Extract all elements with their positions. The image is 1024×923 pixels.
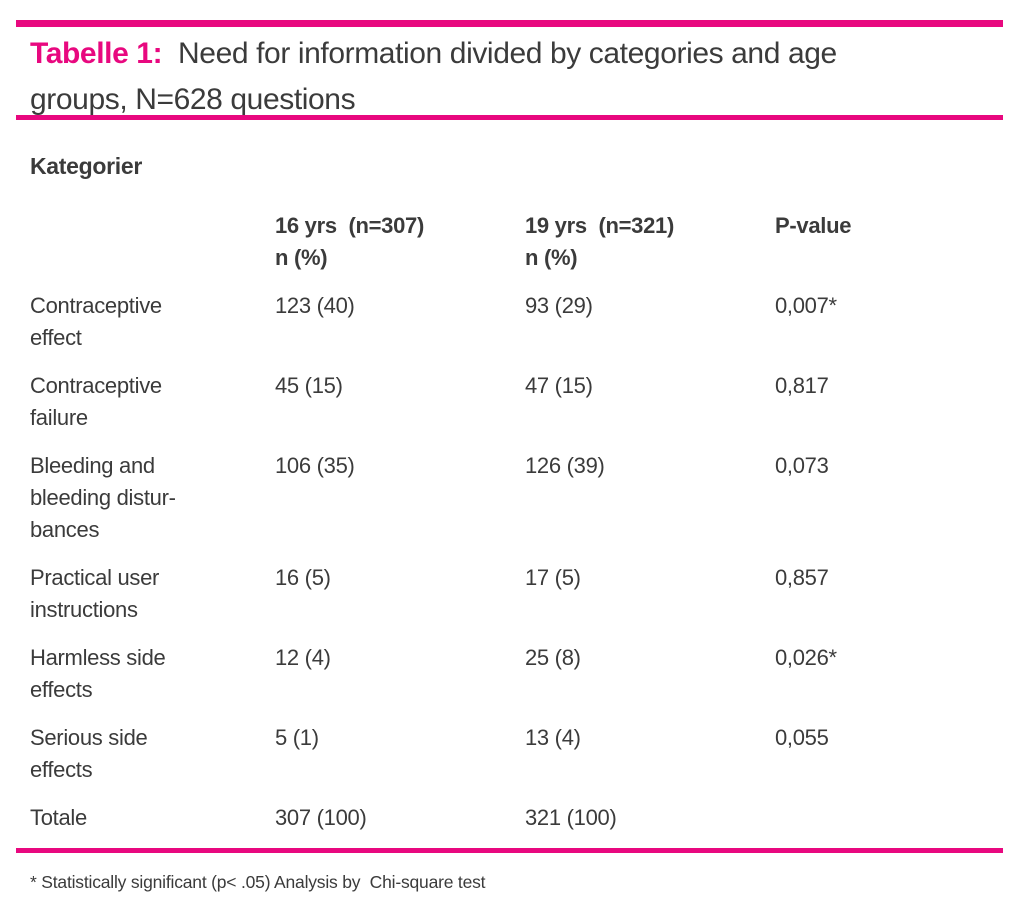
pvalue-cell: 0,073 — [775, 453, 829, 478]
table-row-practical-user-instructions: Practical user instructions 16 (5) 17 (5… — [30, 562, 995, 626]
table-header-row: 16 yrs (n=307) n (%) 19 yrs (n=321) n (%… — [30, 210, 995, 274]
top-accent-rule — [16, 20, 1003, 27]
pvalue-cell: 0,007* — [775, 293, 837, 318]
header-16yrs: 16 yrs (n=307) n (%) — [275, 213, 424, 270]
value-19yrs: 321 (100) — [525, 805, 617, 830]
category-cell: Contraceptive effect — [30, 293, 162, 350]
value-16yrs: 45 (15) — [275, 373, 343, 398]
pvalue-cell: 0,026* — [775, 645, 837, 670]
table-row-serious-side-effects: Serious side effects 5 (1) 13 (4) 0,055 — [30, 722, 995, 786]
category-cell: Totale — [30, 805, 87, 830]
table-title-label: Tabelle 1: — [30, 37, 163, 70]
value-19yrs: 13 (4) — [525, 725, 581, 750]
value-16yrs: 307 (100) — [275, 805, 367, 830]
category-cell: Harmless side effects — [30, 645, 166, 702]
bottom-accent-rule — [16, 848, 1003, 853]
category-cell: Practical user instructions — [30, 565, 160, 622]
significance-footnote: * Statistically significant (p< .05) Ana… — [30, 872, 486, 892]
section-label-kategorier: Kategorier — [30, 153, 143, 179]
table-row-bleeding-disturbances: Bleeding and bleeding distur- bances 106… — [30, 450, 995, 546]
pvalue-cell: 0,055 — [775, 725, 829, 750]
category-cell: Serious side effects — [30, 725, 148, 782]
value-19yrs: 126 (39) — [525, 453, 605, 478]
value-19yrs: 25 (8) — [525, 645, 581, 670]
table-row-contraceptive-failure: Contraceptive failure 45 (15) 47 (15) 0,… — [30, 370, 995, 434]
value-19yrs: 47 (15) — [525, 373, 593, 398]
table-row-totale: Totale 307 (100) 321 (100) — [30, 802, 995, 834]
value-16yrs: 12 (4) — [275, 645, 331, 670]
value-16yrs: 106 (35) — [275, 453, 355, 478]
table-row-contraceptive-effect: Contraceptive effect 123 (40) 93 (29) 0,… — [30, 290, 995, 354]
data-table: 16 yrs (n=307) n (%) 19 yrs (n=321) n (%… — [30, 210, 995, 850]
table-title: Tabelle 1: Need for information divided … — [30, 31, 995, 123]
pvalue-cell: 0,817 — [775, 373, 829, 398]
value-19yrs: 93 (29) — [525, 293, 593, 318]
table-title-text: Need for information divided by categori… — [30, 37, 837, 116]
value-16yrs: 5 (1) — [275, 725, 319, 750]
category-cell: Bleeding and bleeding distur- bances — [30, 453, 176, 542]
header-19yrs: 19 yrs (n=321) n (%) — [525, 213, 674, 270]
value-16yrs: 123 (40) — [275, 293, 355, 318]
pvalue-cell: 0,857 — [775, 565, 829, 590]
value-16yrs: 16 (5) — [275, 565, 331, 590]
title-divider-rule — [16, 115, 1003, 120]
table-row-harmless-side-effects: Harmless side effects 12 (4) 25 (8) 0,02… — [30, 642, 995, 706]
category-cell: Contraceptive failure — [30, 373, 162, 430]
header-pvalue: P-value — [775, 213, 852, 238]
value-19yrs: 17 (5) — [525, 565, 581, 590]
